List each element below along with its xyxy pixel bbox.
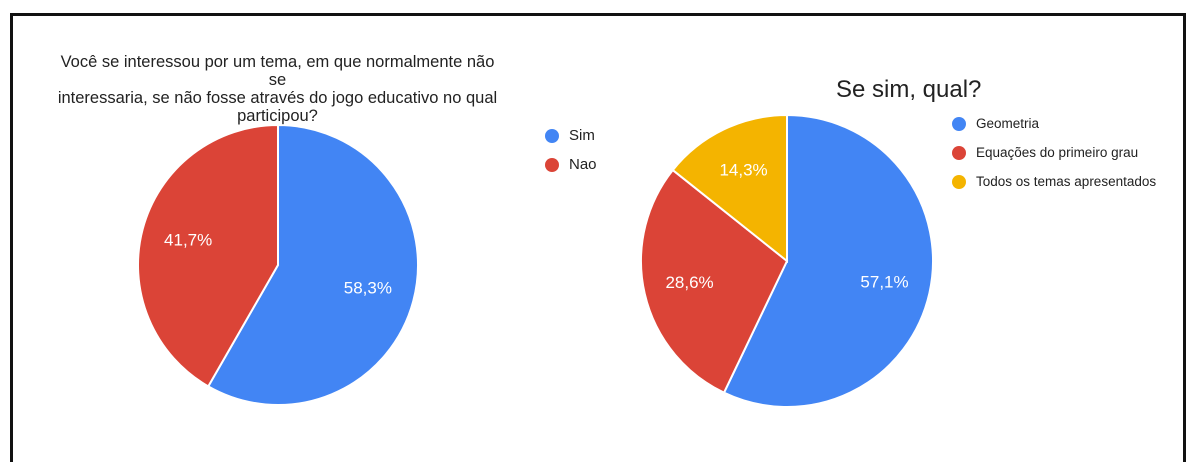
legend-item: Nao (545, 150, 597, 179)
chart-2-legend: Geometria Equações do primeiro grau Todos … (952, 109, 1156, 196)
legend-swatch (952, 116, 966, 131)
legend-label: Nao (569, 156, 597, 173)
pie-1-slice-sim (206, 123, 419, 406)
chart-1-legend: Sim Nao (545, 121, 597, 179)
pie-chart-2: 57,1% 28,6% 14,3% (640, 113, 934, 408)
pie-2-value-label: 14,3% (719, 160, 767, 179)
legend-item: Todos os temas apresentados (952, 167, 1156, 196)
pie-1-slice-nao (137, 123, 279, 388)
legend-swatch (952, 174, 966, 189)
pie-2-slice-todos-os-temas-apresentados (671, 113, 788, 264)
legend-label: Geometria (976, 116, 1040, 131)
legend-swatch (545, 157, 559, 172)
legend-label: Equações do primeiro grau (976, 145, 1139, 160)
chart-2-title: Se sim, qual? (836, 76, 982, 103)
pie-chart-1: 58,3% 41,7% (137, 123, 419, 406)
pie-1-value-label: 41,7% (164, 231, 212, 250)
legend-swatch (545, 128, 559, 143)
pie-1-value-label: 58,3% (344, 278, 392, 297)
pie-2-value-label: 28,6% (665, 273, 713, 292)
legend-label: Todos os temas apresentados (976, 174, 1157, 189)
legend-swatch (952, 145, 966, 160)
pie-2-value-label: 57,1% (860, 273, 908, 292)
legend-item: Sim (545, 121, 597, 150)
chart-1-title: Você se interessou por um tema, em que n… (57, 53, 498, 125)
legend-item: Equações do primeiro grau (952, 138, 1156, 167)
legend-label: Sim (569, 127, 595, 144)
pie-2-slice-geometria (722, 113, 934, 408)
legend-item: Geometria (952, 109, 1156, 138)
pie-2-slice-equa-es-do-primeiro-grau (640, 168, 789, 395)
